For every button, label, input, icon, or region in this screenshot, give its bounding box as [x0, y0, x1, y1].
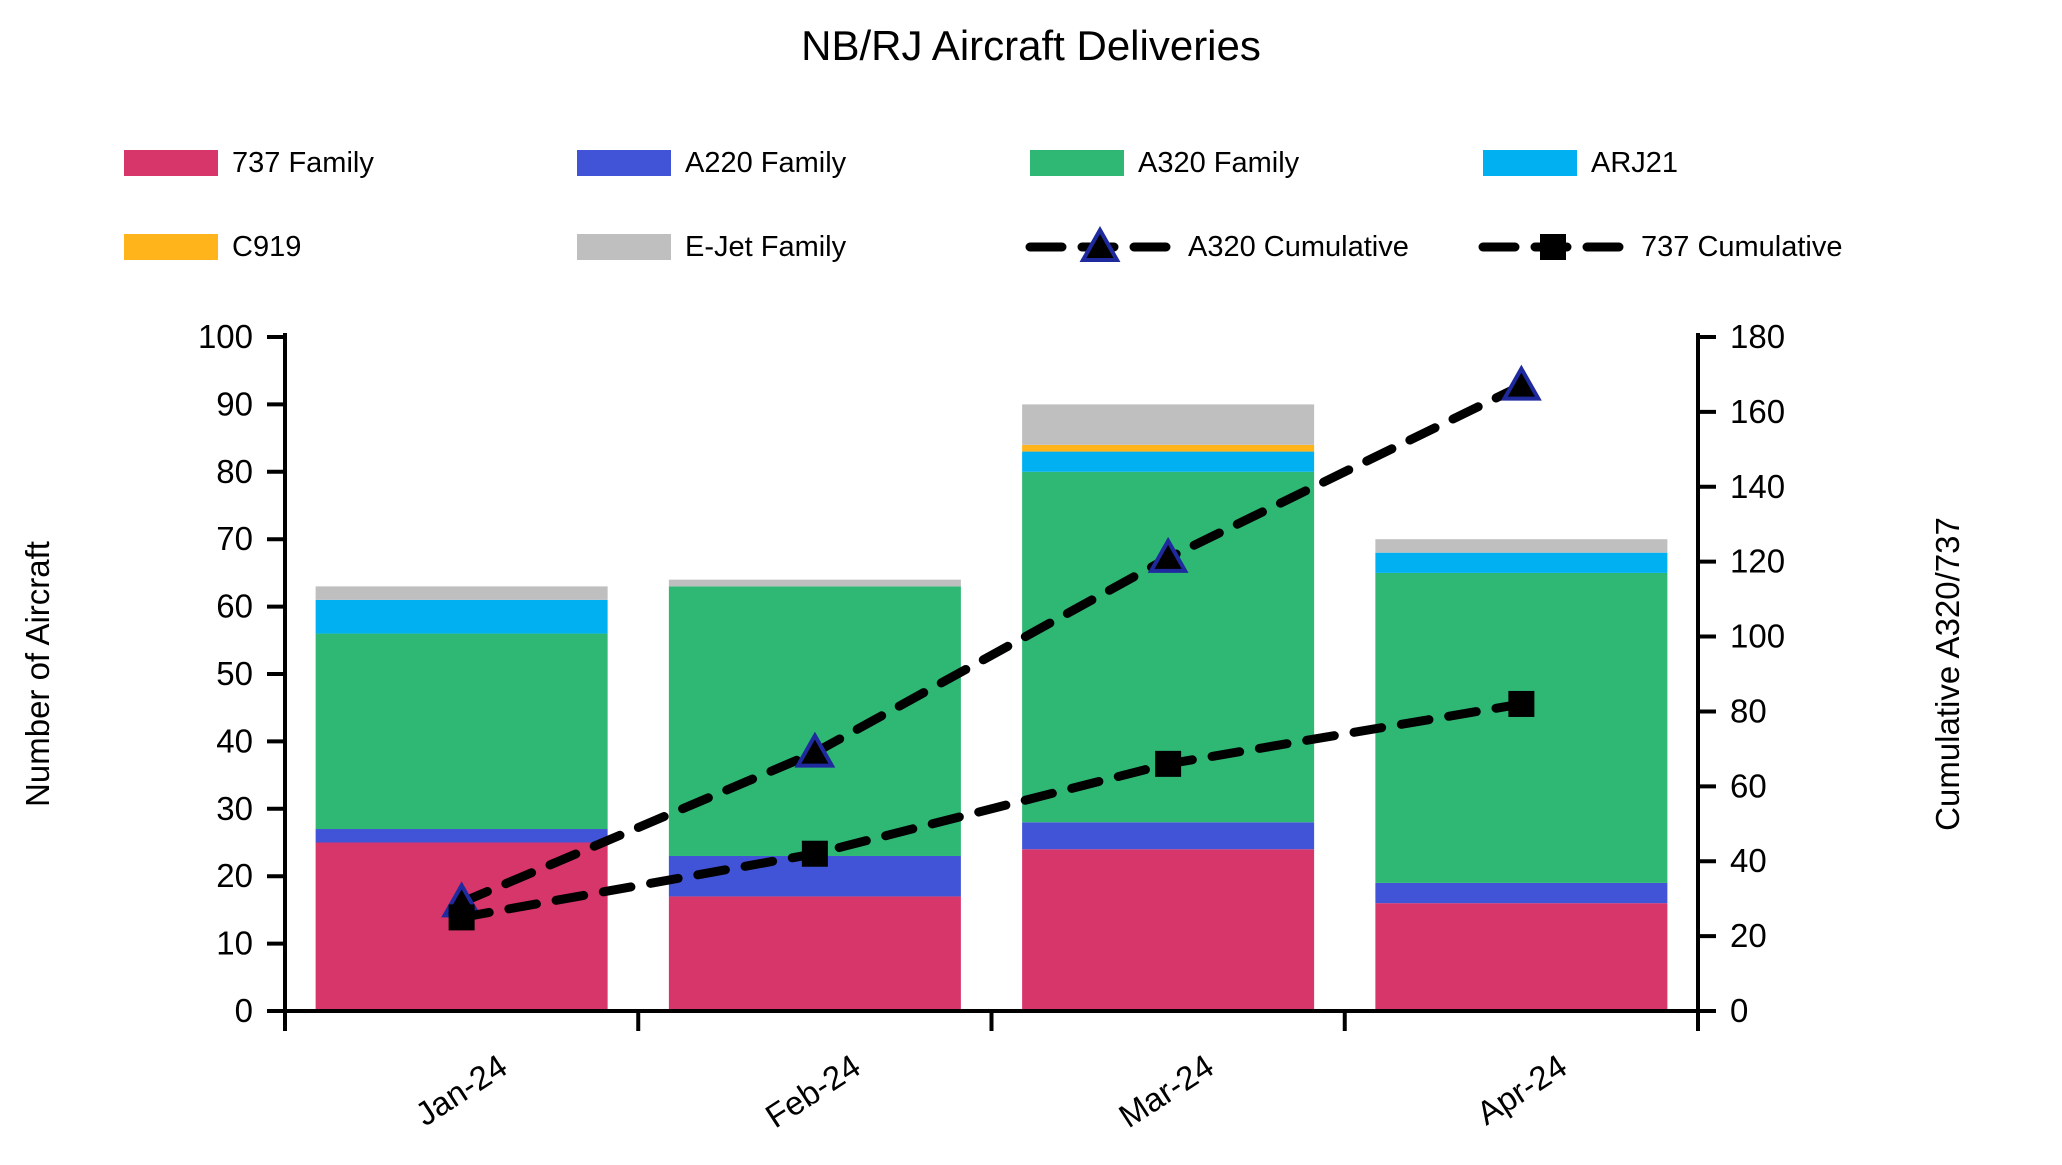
left-tick-label: 10 [216, 925, 253, 962]
legend-item-a220-family: A220 Family [577, 147, 846, 179]
left-tick-label: 60 [216, 588, 253, 625]
bar-segment-737-family-mar-24 [1022, 849, 1315, 1011]
right-tick-label: 120 [1730, 543, 1785, 580]
right-tick-label: 60 [1730, 767, 1767, 804]
bar-segment-arj21-jan-24 [315, 599, 608, 634]
bar-segment-a320-family-feb-24 [668, 586, 961, 856]
bar-segment-c919-mar-24 [1022, 444, 1315, 452]
right-tick-label: 0 [1730, 992, 1748, 1029]
left-tick-label: 70 [216, 520, 253, 557]
left-tick-label: 30 [216, 790, 253, 827]
square-marker [801, 840, 828, 867]
bar-segment-arj21-apr-24 [1375, 552, 1668, 573]
legend-swatch-a220-family [577, 150, 671, 176]
right-tick-label: 20 [1730, 917, 1767, 954]
left-tick-label: 100 [198, 318, 253, 355]
bar-segment-a220-family-apr-24 [1375, 882, 1668, 904]
legend-swatch-737-family [124, 150, 218, 176]
bar-segment-737-family-apr-24 [1375, 903, 1668, 1011]
right-tick-label: 140 [1730, 468, 1785, 505]
legend-item-a320-family: A320 Family [1030, 147, 1299, 179]
bar-segment-e-jet-family-mar-24 [1022, 404, 1315, 445]
left-tick-label: 80 [216, 453, 253, 490]
legend-label: E-Jet Family [685, 230, 847, 263]
triangle-marker [1500, 364, 1542, 401]
x-tick-label: Apr-24 [1470, 1047, 1573, 1132]
legend-item-c919: C919 [124, 231, 301, 263]
x-tick-label: Jan-24 [409, 1047, 514, 1133]
bar-segment-e-jet-family-feb-24 [668, 579, 961, 587]
right-tick-label: 80 [1730, 692, 1767, 729]
legend-swatch-c919 [124, 234, 218, 260]
bar-segment-737-family-feb-24 [668, 896, 961, 1011]
series-line-737-cumulative [457, 699, 1526, 922]
left-tick-label: 0 [235, 992, 253, 1029]
left-tick-label: 50 [216, 655, 253, 692]
triangle-marker [1147, 536, 1189, 573]
bar-segment-a320-family-apr-24 [1375, 572, 1668, 883]
legend-label: A220 Family [685, 146, 847, 179]
bar-segment-e-jet-family-apr-24 [1375, 539, 1668, 553]
right-tick-label: 40 [1730, 842, 1767, 879]
left-tick-label: 90 [216, 385, 253, 422]
legend-swatch-e-jet-family [577, 234, 671, 260]
bar-segment-a320-family-jan-24 [315, 633, 608, 830]
square-marker [1540, 234, 1566, 260]
legend-swatch-arj21 [1483, 150, 1577, 176]
legend-label: C919 [232, 230, 302, 263]
legend-item-e-jet-family: E-Jet Family [577, 231, 846, 263]
legend-swatch-a320-family [1030, 150, 1124, 176]
legend-label: 737 Cumulative [1641, 230, 1843, 263]
bar-segment-e-jet-family-jan-24 [315, 586, 608, 600]
legend-item-737-cumulative: 737 Cumulative [1483, 231, 1843, 263]
bar-segment-a220-family-jan-24 [315, 829, 608, 843]
legend-item-arj21: ARJ21 [1483, 147, 1678, 179]
legend-label: 737 Family [232, 146, 374, 179]
square-marker [1155, 750, 1182, 777]
legend-item-a320-cumulative: A320 Cumulative [1030, 231, 1409, 263]
series-line-a320-cumulative [457, 381, 1526, 907]
triangle-marker [794, 731, 836, 768]
chart-title: NB/RJ Aircraft Deliveries [801, 22, 1261, 69]
legend-label: A320 Cumulative [1188, 230, 1409, 263]
triangle-marker [1079, 225, 1121, 262]
legend-label: A320 Family [1138, 146, 1300, 179]
x-tick-label: Mar-24 [1112, 1047, 1220, 1135]
square-marker [1508, 690, 1535, 717]
legend-label: ARJ21 [1591, 146, 1679, 179]
right-tick-label: 160 [1730, 393, 1785, 430]
right-tick-label: 180 [1730, 318, 1785, 355]
right-tick-label: 100 [1730, 618, 1785, 655]
square-marker [448, 904, 475, 931]
bar-segment-a220-family-mar-24 [1022, 822, 1315, 850]
x-tick-label: Feb-24 [759, 1047, 867, 1135]
left-tick-label: 40 [216, 722, 253, 759]
bar-segment-arj21-mar-24 [1022, 451, 1315, 472]
legend-item-737-family: 737 Family [124, 147, 374, 179]
left-tick-label: 20 [216, 857, 253, 894]
